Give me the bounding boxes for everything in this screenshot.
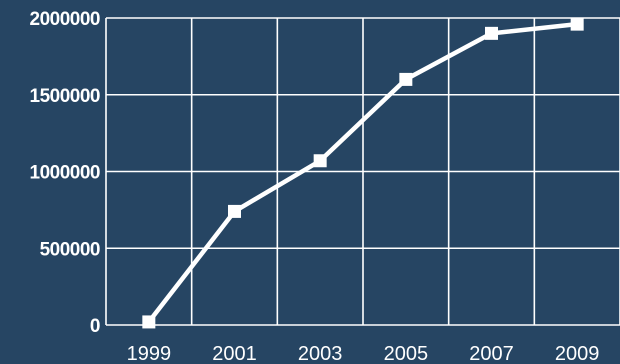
series [142,17,584,329]
y-tick-label: 1000000 [30,163,100,184]
data-point-marker [142,315,156,329]
data-point-marker [485,26,498,40]
y-tick-label: 0 [90,316,100,337]
y-tick-label: 1500000 [30,86,100,107]
y-axis-ticks: 0 500000 1000000 1500000 2000000 [30,9,101,337]
series-line [147,21,578,324]
y-tick-label: 500000 [40,239,100,260]
data-point-marker [228,204,241,218]
x-axis-ticks: 1999 2001 2003 2005 2007 2009 [127,343,600,364]
data-point-marker [399,72,413,86]
y-tick-label: 2000000 [30,9,100,30]
x-tick-label: 2003 [298,343,343,364]
data-point-marker [570,17,584,31]
x-tick-label: 2005 [384,343,429,364]
x-tick-label: 1999 [127,343,172,364]
grid [105,17,620,326]
x-tick-label: 2001 [212,343,257,364]
data-point-marker [313,154,327,168]
x-tick-label: 2007 [469,343,514,364]
x-tick-label: 2009 [555,343,600,364]
